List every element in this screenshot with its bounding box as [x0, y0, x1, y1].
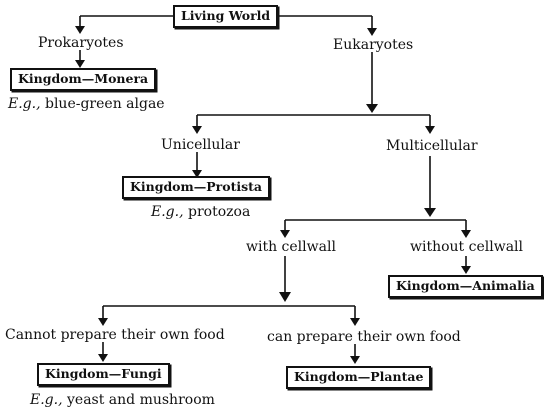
example-text: yeast and mushroom: [62, 392, 215, 408]
kingdom-plantae-box: Kingdom—Plantae: [286, 366, 432, 389]
example-text: blue-green algae: [40, 96, 165, 112]
kingdom-monera-box: Kingdom—Monera: [10, 68, 157, 91]
kingdom-fungi-box: Kingdom—Fungi: [37, 363, 170, 386]
example-prefix: E.g.,: [8, 96, 41, 112]
label-eukaryotes: Eukaryotes: [333, 37, 414, 53]
example-fungi: E.g., yeast and mushroom: [30, 393, 215, 407]
kingdom-animalia-box: Kingdom—Animalia: [388, 275, 543, 298]
label-multicellular: Multicellular: [386, 138, 478, 154]
label-prokaryotes: Prokaryotes: [38, 35, 124, 51]
label-unicellular: Unicellular: [161, 137, 240, 153]
example-prefix: E.g.,: [30, 392, 63, 408]
example-protista: E.g., protozoa: [151, 205, 250, 219]
label-cannot-prepare-food: Cannot prepare their own food: [5, 327, 225, 343]
example-text: protozoa: [183, 204, 251, 220]
label-with-cellwall: with cellwall: [246, 239, 336, 255]
kingdom-protista-box: Kingdom—Protista: [122, 176, 271, 199]
label-without-cellwall: without cellwall: [410, 239, 523, 255]
label-can-prepare-food: can prepare their own food: [267, 329, 461, 345]
example-monera: E.g., blue-green algae: [8, 97, 165, 111]
root-node-living-world: Living World: [173, 5, 279, 28]
example-prefix: E.g.,: [151, 204, 184, 220]
